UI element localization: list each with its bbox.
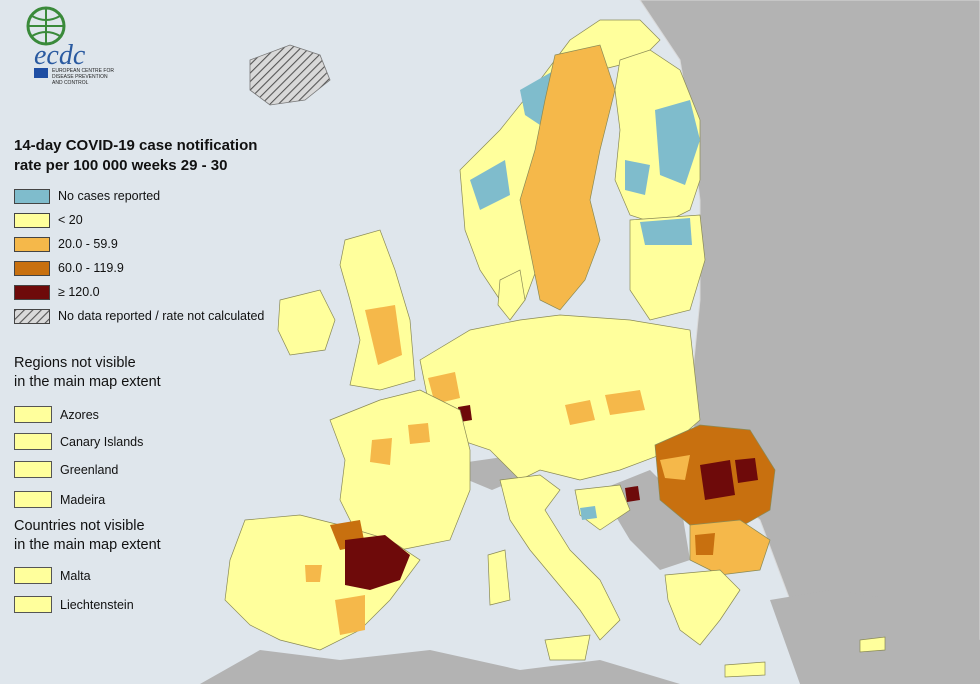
central-europe (419, 314, 701, 481)
legend-item-20-59: 20.0 - 59.9 (14, 232, 264, 256)
benelux-orange (428, 372, 460, 404)
legend-item-ge120: ≥ 120.0 (14, 280, 264, 304)
france (329, 389, 471, 551)
legend: No cases reported < 20 20.0 - 59.9 60.0 … (14, 184, 264, 328)
legend-swatch (14, 188, 50, 204)
inset-canary-islands: Canary Islands (14, 433, 143, 450)
inset-box (14, 461, 52, 478)
romania-dark-2 (735, 458, 758, 483)
legend-label: 60.0 - 119.9 (58, 261, 124, 275)
iceland (249, 44, 331, 106)
bulgaria-orange (695, 533, 715, 555)
legend-label: 20.0 - 59.9 (58, 237, 118, 251)
sicily (544, 634, 591, 661)
italy (499, 474, 621, 641)
countries-not-visible-heading: Countries not visible in the main map ex… (14, 518, 161, 553)
regions-not-visible-heading: Regions not visible in the main map exte… (14, 355, 161, 390)
norway-west-blue (470, 160, 510, 210)
legend-swatch (14, 212, 50, 228)
legend-title-line1: 14-day COVID-19 case notification (14, 137, 258, 154)
legend-item-no-cases: No cases reported (14, 184, 264, 208)
denmark (497, 269, 526, 321)
legend-title-line2: rate per 100 000 weeks 29 - 30 (14, 157, 228, 174)
svg-text:AND CONTROL: AND CONTROL (52, 80, 89, 86)
czech-orange (565, 400, 595, 425)
greece (664, 569, 741, 646)
legend-swatch (14, 284, 50, 300)
croatia-dark (625, 486, 640, 502)
non-eu-land-turkey (770, 590, 980, 684)
svg-text:EUROPEAN CENTRE FOR: EUROPEAN CENTRE FOR (52, 68, 114, 74)
legend-title: 14-day COVID-19 case notification rate p… (14, 136, 304, 176)
inset-box (14, 567, 52, 584)
sardinia (487, 549, 511, 606)
legend-item-60-119: 60.0 - 119.9 (14, 256, 264, 280)
finland-blue (655, 100, 700, 185)
finland-blue-2 (625, 160, 650, 195)
britain-orange (365, 305, 402, 365)
sweden (519, 44, 616, 311)
inset-box (14, 406, 52, 423)
legend-label: ≥ 120.0 (58, 285, 100, 299)
spain-northeast-dark (345, 535, 410, 590)
inset-liechtenstein: Liechtenstein (14, 596, 134, 613)
legend-label: No cases reported (58, 189, 161, 203)
inset-box (14, 491, 52, 508)
ireland (277, 289, 336, 356)
france-orange-2 (370, 438, 392, 465)
legend-item-lt20: < 20 (14, 208, 264, 232)
legend-swatch-hatched (14, 308, 50, 324)
spain-orange-center (305, 565, 322, 582)
inset-azores: Azores (14, 406, 99, 423)
croatia-blue (580, 506, 597, 520)
svg-text:ecdc: ecdc (34, 40, 86, 71)
cyprus (859, 636, 886, 653)
legend-item-no-data: No data reported / rate not calculated (14, 304, 264, 328)
svg-text:DISEASE PREVENTION: DISEASE PREVENTION (52, 74, 108, 80)
estonia-blue (640, 218, 692, 245)
legend-swatch (14, 260, 50, 276)
inset-box (14, 433, 52, 450)
crete (724, 661, 766, 678)
romania-light (660, 455, 690, 480)
ecdc-logo: ecdc EUROPEAN CENTRE FOR DISEASE PREVENT… (12, 4, 122, 86)
legend-label: < 20 (58, 213, 83, 227)
legend-label: No data reported / rate not calculated (58, 309, 265, 323)
inset-madeira: Madeira (14, 491, 105, 508)
inset-malta: Malta (14, 567, 91, 584)
poland-orange (605, 390, 645, 415)
legend-swatch (14, 236, 50, 252)
france-orange-1 (408, 423, 430, 444)
romania-dark-1 (700, 460, 735, 500)
inset-greenland: Greenland (14, 461, 118, 478)
spain-east-orange (335, 595, 365, 635)
non-eu-land-africa (200, 650, 680, 684)
inset-box (14, 596, 52, 613)
